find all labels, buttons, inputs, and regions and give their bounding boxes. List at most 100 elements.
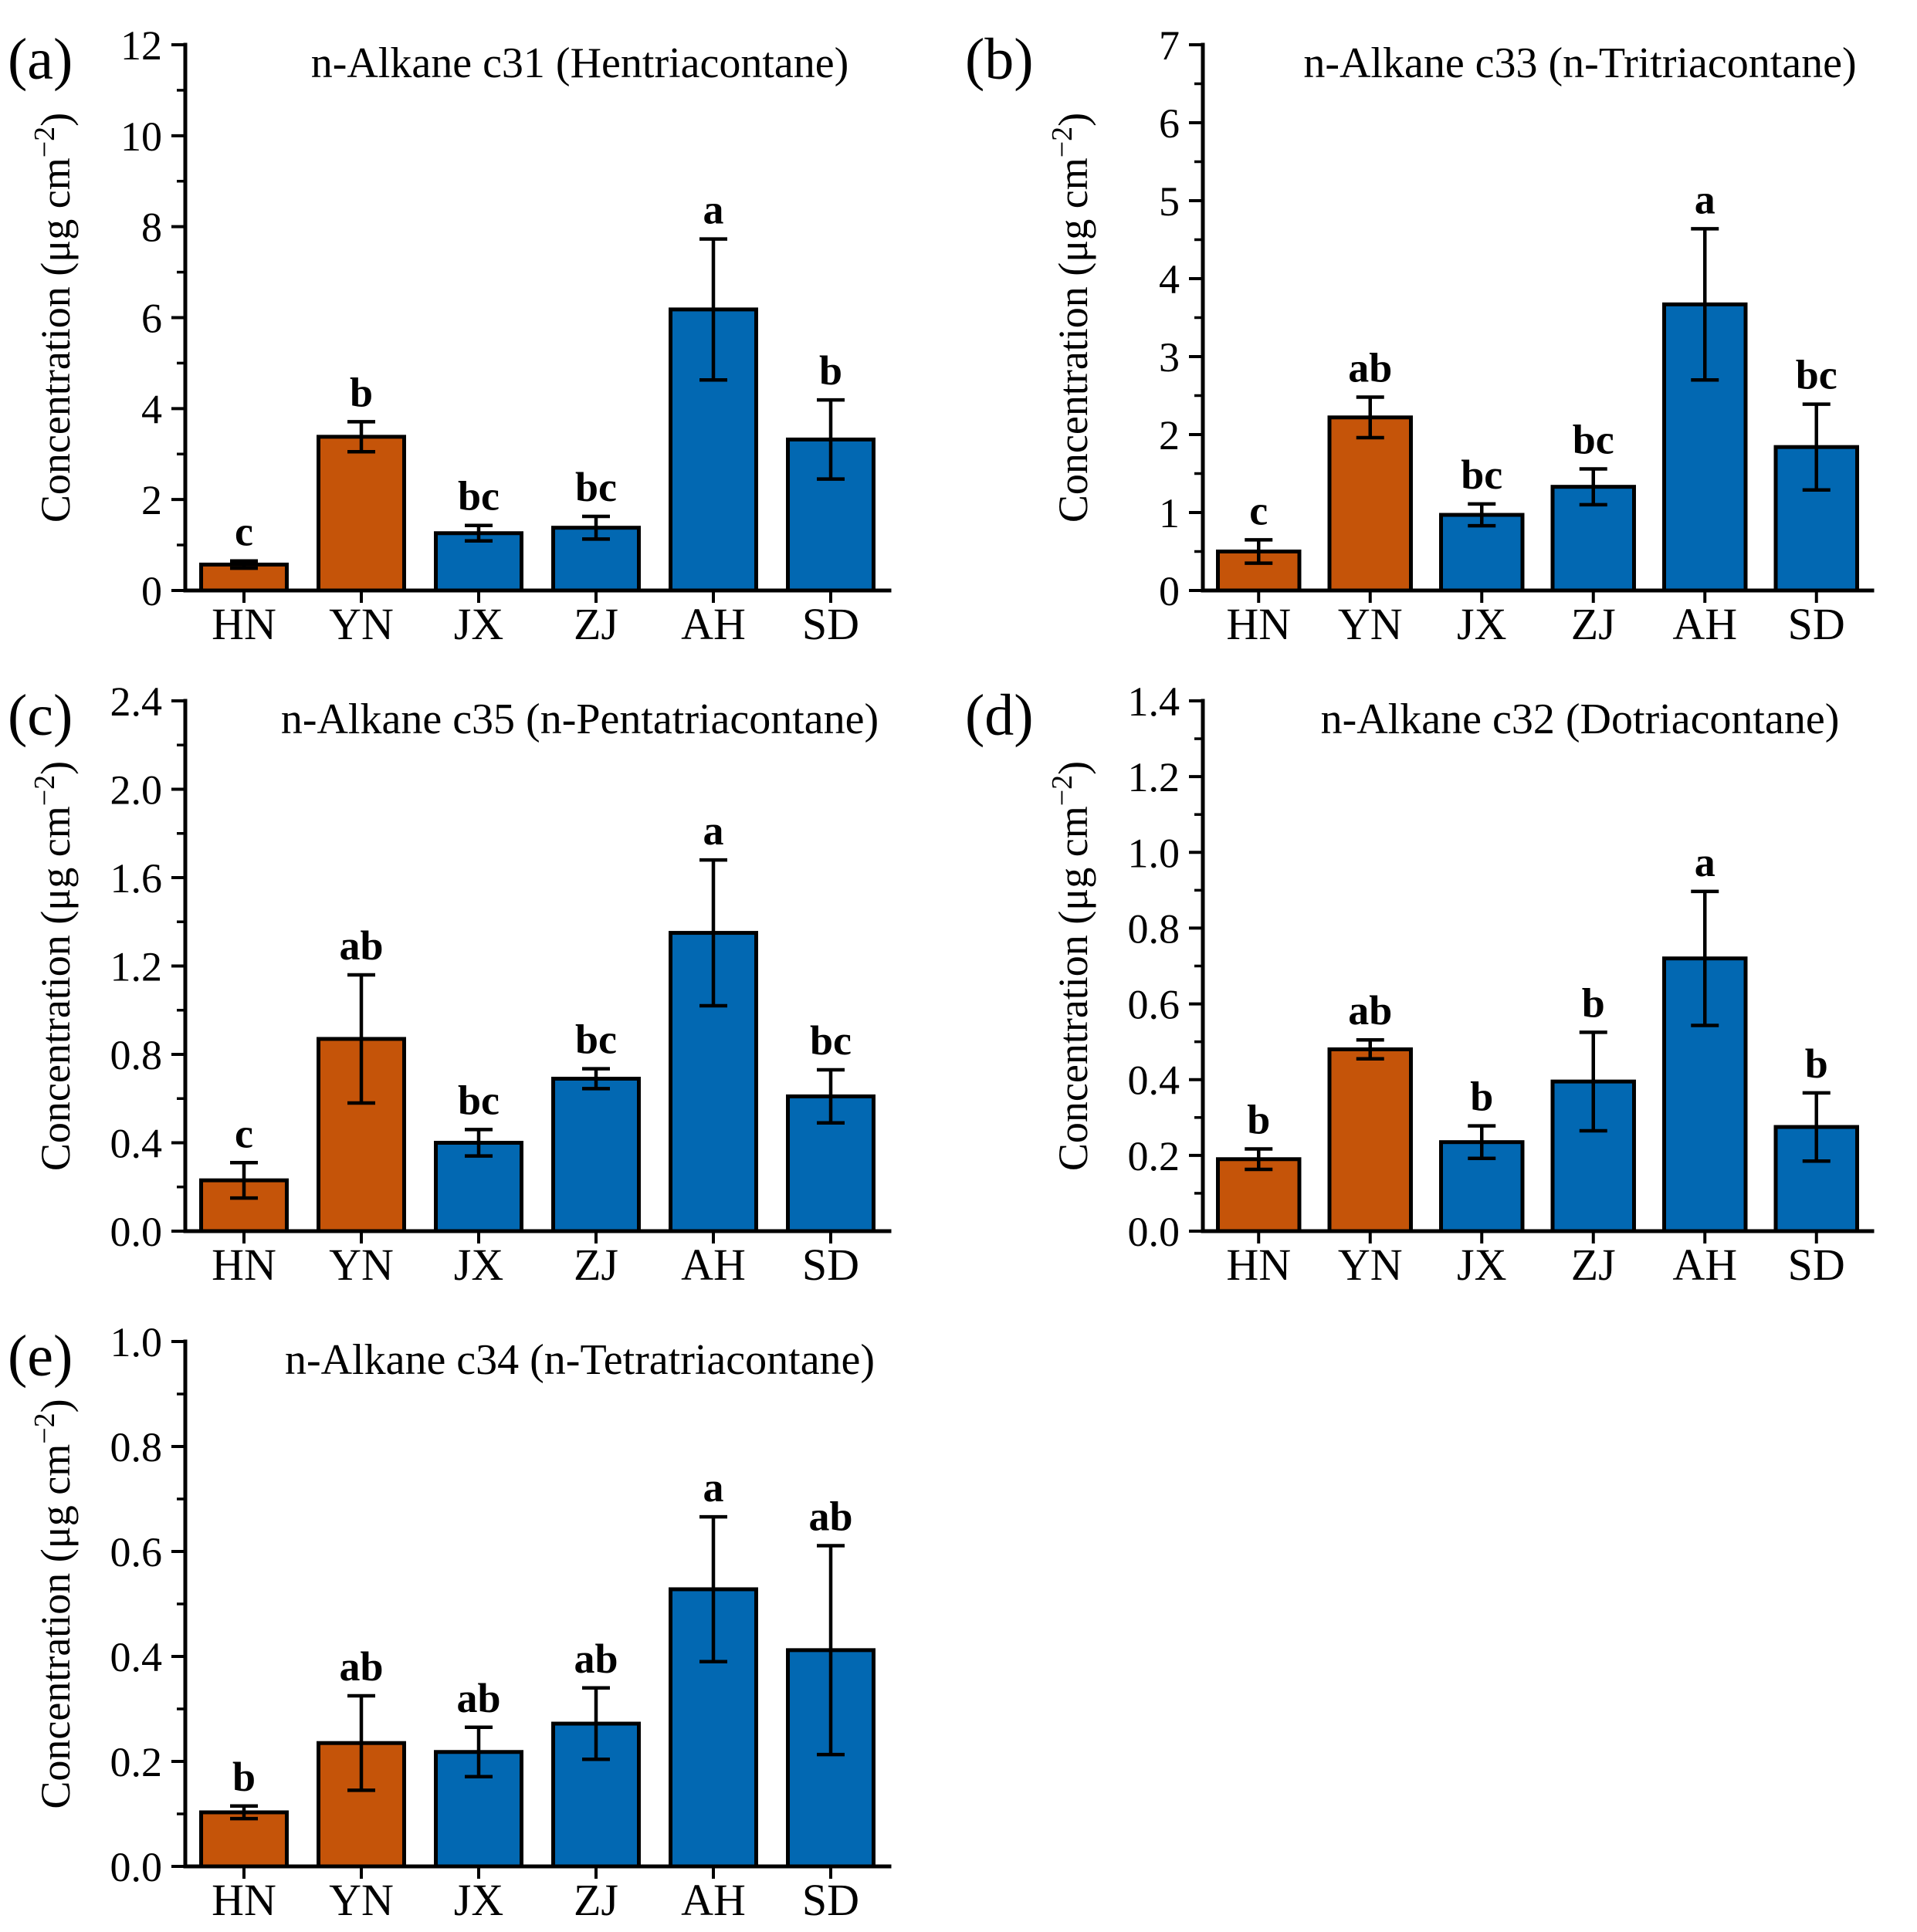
sig-letter-AH: a bbox=[703, 1464, 724, 1511]
x-tick-label-ZJ: ZJ bbox=[1571, 1240, 1616, 1290]
y-tick-label: 6 bbox=[141, 296, 162, 342]
x-tick-label-HN: HN bbox=[1226, 599, 1291, 649]
empty-grid-cell bbox=[957, 1297, 1917, 1932]
sig-letter-YN: b bbox=[350, 369, 373, 415]
y-axis-title: Concentration (μg cm−2) bbox=[1046, 761, 1096, 1171]
x-tick-label-AH: AH bbox=[1672, 1240, 1737, 1290]
sig-letter-SD: b bbox=[1805, 1040, 1828, 1087]
sig-letter-YN: ab bbox=[339, 922, 383, 969]
x-tick-label-ZJ: ZJ bbox=[1571, 599, 1616, 649]
panel-title: n-Alkane c34 (n-Tetratriacontane) bbox=[285, 1336, 875, 1384]
y-axis-title: Concentration (μg cm−2) bbox=[29, 1399, 79, 1809]
y-tick-label: 2 bbox=[1159, 412, 1180, 458]
x-tick-label-ZJ: ZJ bbox=[574, 1240, 618, 1290]
sig-letter-JX: b bbox=[1470, 1074, 1493, 1120]
y-tick-label: 0.0 bbox=[110, 1209, 163, 1255]
sig-letter-JX: ab bbox=[456, 1675, 500, 1721]
bar-YN bbox=[1327, 415, 1413, 593]
x-tick-label-SD: SD bbox=[802, 1875, 859, 1925]
panel-a: (a) n-Alkane c31 (Hentriacontane) Concentr… bbox=[0, 0, 957, 656]
x-tick-label-SD: SD bbox=[802, 1240, 859, 1290]
sig-letter-HN: c bbox=[235, 509, 253, 555]
x-tick-label-SD: SD bbox=[802, 599, 859, 649]
x-tick-label-HN: HN bbox=[212, 599, 276, 649]
x-tick-label-HN: HN bbox=[212, 1875, 276, 1925]
bar-ZJ bbox=[551, 1076, 641, 1233]
x-tick-label-ZJ: ZJ bbox=[574, 1875, 618, 1925]
sig-letter-HN: c bbox=[235, 1110, 253, 1156]
y-tick-label: 0.4 bbox=[1128, 1057, 1180, 1104]
sig-letter-HN: b bbox=[232, 1754, 256, 1800]
x-tick-label-YN: YN bbox=[329, 599, 394, 649]
chart-b: (b) n-Alkane c33 (n-Tritriacontane) Concen… bbox=[965, 22, 1875, 649]
y-tick-label: 0.2 bbox=[1128, 1133, 1180, 1179]
sig-letter-JX: bc bbox=[458, 473, 500, 519]
sig-letter-JX: bc bbox=[1461, 452, 1502, 498]
sig-letter-SD: b bbox=[819, 347, 842, 394]
y-tick-label: 1 bbox=[1159, 490, 1180, 536]
panel-label: (b) bbox=[965, 27, 1034, 92]
y-tick-label: 0.0 bbox=[1128, 1209, 1180, 1255]
y-tick-label: 1.2 bbox=[110, 944, 163, 990]
chart-a: (a) n-Alkane c31 (Hentriacontane) Concentr… bbox=[8, 22, 892, 649]
sig-letter-ZJ: ab bbox=[574, 1636, 618, 1682]
x-tick-label-HN: HN bbox=[212, 1240, 276, 1290]
y-tick-label: 1.0 bbox=[110, 1319, 163, 1365]
sig-letter-SD: ab bbox=[808, 1494, 852, 1540]
x-tick-label-HN: HN bbox=[1226, 1240, 1291, 1290]
panel-title: n-Alkane c33 (n-Tritriacontane) bbox=[1303, 39, 1856, 87]
x-tick-label-SD: SD bbox=[1788, 599, 1845, 649]
y-tick-label: 3 bbox=[1159, 334, 1180, 381]
sig-letter-AH: a bbox=[703, 187, 724, 233]
x-tick-label-YN: YN bbox=[1338, 599, 1403, 649]
y-tick-label: 0.2 bbox=[110, 1739, 163, 1785]
x-tick-label-YN: YN bbox=[329, 1240, 394, 1290]
x-tick-label-AH: AH bbox=[681, 1875, 746, 1925]
y-tick-label: 2.4 bbox=[110, 678, 163, 725]
x-tick-label-YN: YN bbox=[329, 1875, 394, 1925]
y-tick-label: 1.2 bbox=[1128, 754, 1180, 800]
panel-label: (e) bbox=[8, 1324, 73, 1389]
y-tick-label: 5 bbox=[1159, 178, 1180, 225]
panel-label: (c) bbox=[8, 683, 73, 748]
sig-letter-AH: a bbox=[1695, 839, 1715, 885]
bar-HN bbox=[199, 1810, 289, 1869]
sig-letter-ZJ: bc bbox=[575, 464, 617, 510]
y-tick-label: 0 bbox=[141, 568, 162, 614]
panel-title: n-Alkane c31 (Hentriacontane) bbox=[311, 39, 849, 87]
panel-c: (c) n-Alkane c35 (n-Pentatriacontane) Conc… bbox=[0, 656, 957, 1297]
sig-letter-HN: c bbox=[1249, 487, 1268, 533]
sig-letter-ZJ: b bbox=[1582, 980, 1605, 1026]
panel-b: (b) n-Alkane c33 (n-Tritriacontane) Concen… bbox=[957, 0, 1917, 656]
panel-title: n-Alkane c35 (n-Pentatriacontane) bbox=[281, 695, 879, 743]
y-axis-title: Concentration (μg cm−2) bbox=[29, 761, 79, 1171]
y-tick-label: 1.6 bbox=[110, 855, 163, 902]
y-tick-label: 4 bbox=[1159, 256, 1180, 303]
bar-YN bbox=[1327, 1047, 1413, 1233]
x-tick-label-ZJ: ZJ bbox=[574, 599, 618, 649]
bar-YN bbox=[317, 435, 406, 593]
sig-letter-AH: a bbox=[1695, 176, 1715, 222]
x-tick-label-JX: JX bbox=[1457, 599, 1506, 649]
sig-letter-SD: bc bbox=[810, 1017, 852, 1064]
x-tick-label-JX: JX bbox=[454, 1240, 503, 1290]
x-tick-label-SD: SD bbox=[1788, 1240, 1845, 1290]
sig-letter-YN: ab bbox=[1348, 345, 1392, 391]
chart-c: (c) n-Alkane c35 (n-Pentatriacontane) Conc… bbox=[8, 678, 892, 1290]
y-tick-label: 0.8 bbox=[110, 1424, 163, 1470]
y-tick-label: 0.6 bbox=[110, 1529, 163, 1575]
x-tick-label-AH: AH bbox=[1672, 599, 1737, 649]
chart-d: (d) n-Alkane c32 (Dotriacontane) Concentra… bbox=[965, 678, 1875, 1290]
x-tick-label-JX: JX bbox=[1457, 1240, 1506, 1290]
sig-letter-ZJ: bc bbox=[575, 1017, 617, 1063]
y-tick-label: 0.8 bbox=[1128, 905, 1180, 952]
x-tick-label-YN: YN bbox=[1338, 1240, 1403, 1290]
chart-e: (e) n-Alkane c34 (n-Tetratriacontane) Conc… bbox=[8, 1319, 892, 1925]
x-tick-label-AH: AH bbox=[681, 1240, 746, 1290]
y-tick-label: 8 bbox=[141, 205, 162, 251]
sig-letter-YN: ab bbox=[1348, 987, 1392, 1034]
y-tick-label: 0.0 bbox=[110, 1844, 163, 1890]
y-axis-title: Concentration (μg cm−2) bbox=[1046, 113, 1096, 523]
y-tick-label: 0 bbox=[1159, 568, 1180, 614]
